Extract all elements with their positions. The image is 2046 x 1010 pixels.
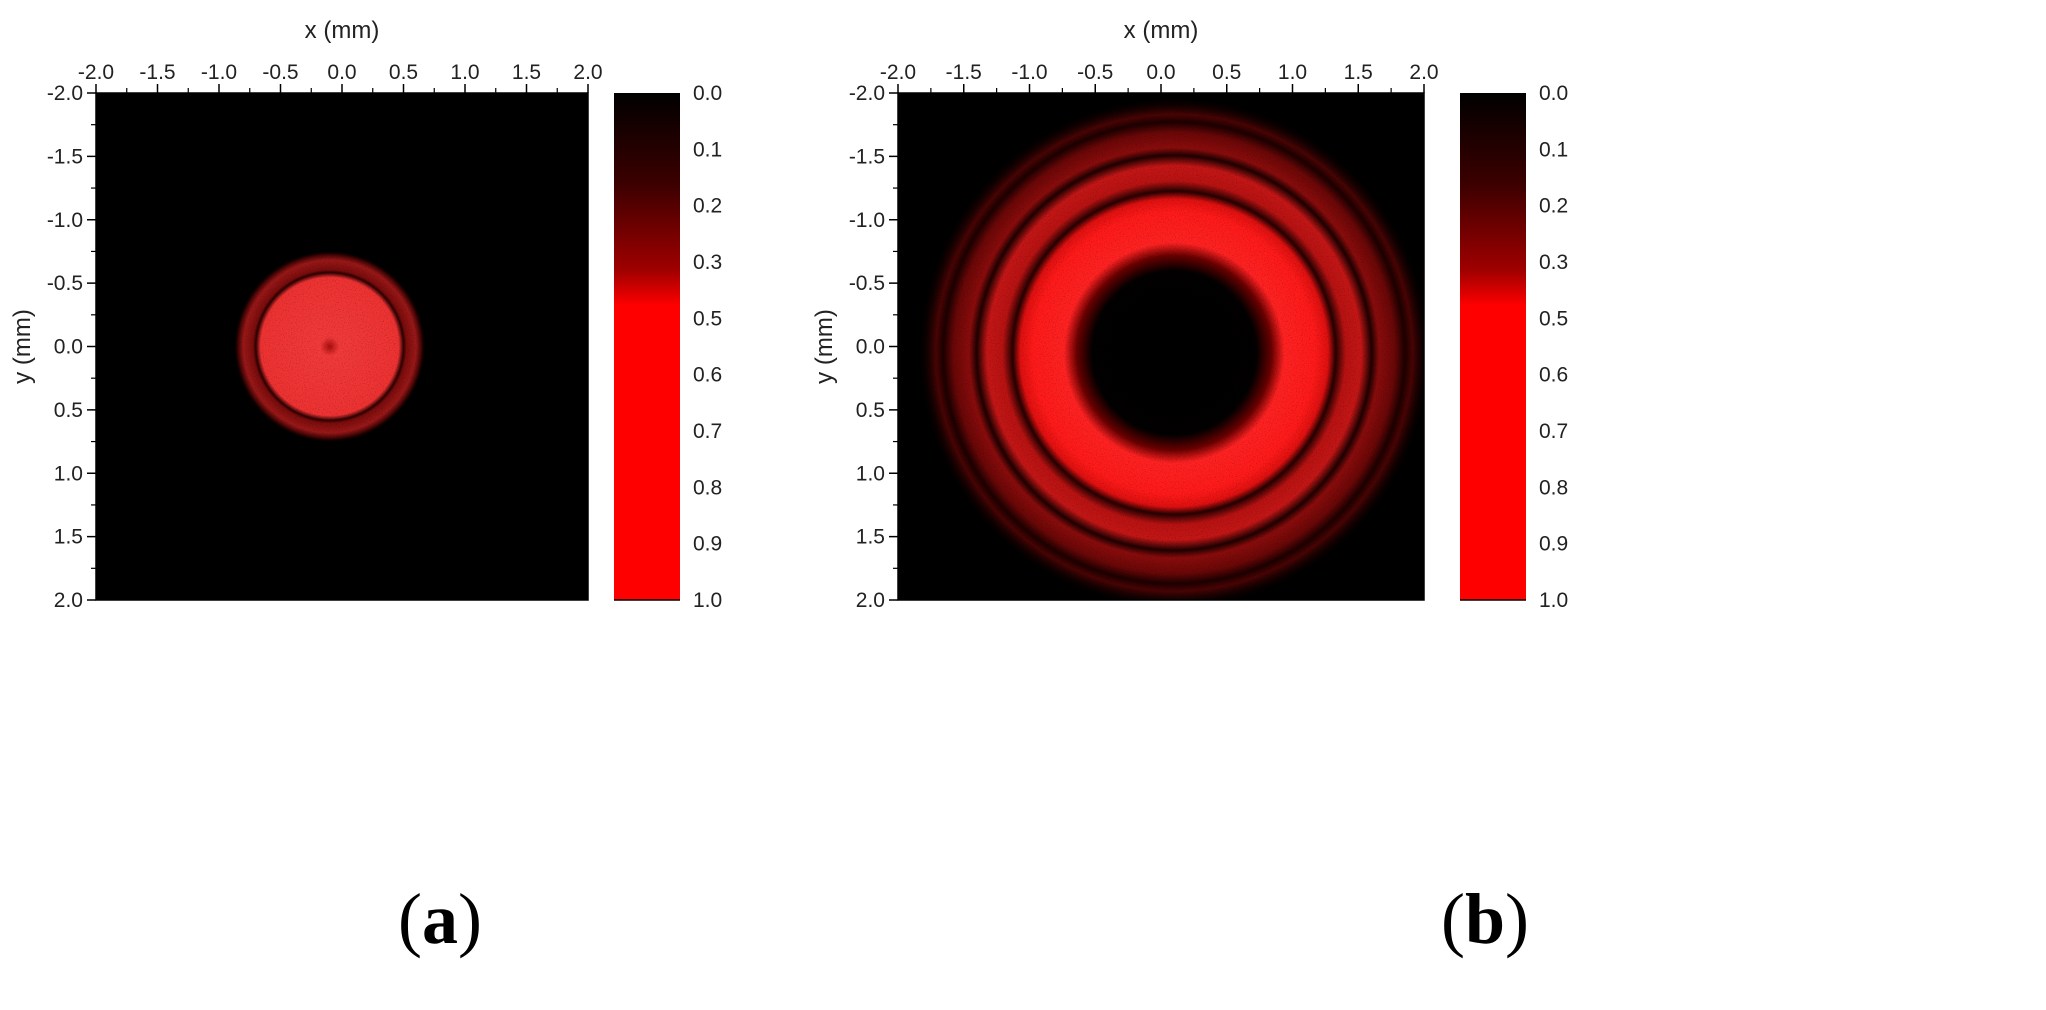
colorbar-tick-label: 0.8 — [693, 476, 722, 499]
colorbar-tick-label: 0.9 — [693, 533, 722, 556]
x-tick-label: 2.0 — [1409, 61, 1438, 84]
colorbar-tick-label: 0.3 — [1539, 251, 1568, 274]
intensity-pattern — [917, 96, 1424, 600]
x-tick-label: 0.0 — [1146, 61, 1175, 84]
x-tick-label: 2.0 — [573, 61, 602, 84]
colorbar-tick-label: 1.0 — [693, 589, 722, 612]
y-axis-title: y (mm) — [811, 309, 838, 384]
x-tick-label: 1.0 — [450, 61, 479, 84]
x-tick-label: -0.5 — [262, 61, 298, 84]
y-tick-label: 0.5 — [856, 399, 885, 422]
colorbar-tick-label: 0.5 — [1539, 307, 1568, 330]
x-tick-label: -2.0 — [880, 61, 916, 84]
colorbar-tick-label: 0.1 — [1539, 138, 1568, 161]
x-tick-label: -0.5 — [1077, 61, 1113, 84]
colorbar-tick-label: 0.5 — [693, 307, 722, 330]
y-tick-label: -0.5 — [849, 272, 885, 295]
colorbar-tick-label: 0.9 — [1539, 533, 1568, 556]
colorbar-tick-label: 0.7 — [1539, 420, 1568, 443]
y-tick-label: 2.0 — [54, 589, 83, 612]
y-tick-label: 1.5 — [54, 526, 83, 549]
y-tick-label: -2.0 — [47, 82, 83, 105]
x-tick-label: 0.5 — [1212, 61, 1241, 84]
y-axis-title: y (mm) — [9, 309, 36, 384]
colorbar-tick-label: 0.0 — [1539, 82, 1568, 105]
y-tick-label: -0.5 — [47, 272, 83, 295]
x-tick-label: 1.5 — [512, 61, 541, 84]
colorbar-tick-label: 0.0 — [693, 82, 722, 105]
x-tick-label: 1.0 — [1278, 61, 1307, 84]
colorbar-tick-label: 1.0 — [1539, 589, 1568, 612]
panel-a-letter: a — [422, 879, 458, 959]
x-axis-title: x (mm) — [305, 17, 380, 44]
colorbar-tick-label: 0.8 — [1539, 476, 1568, 499]
x-tick-label: 1.5 — [1344, 61, 1373, 84]
colorbar-tick-label: 0.6 — [693, 364, 722, 387]
y-tick-label: 0.0 — [54, 336, 83, 359]
colorbar: 0.0 0.1 0.2 0.3 0.5 0.6 0.7 0.8 0.9 1.0 — [614, 82, 722, 612]
speckle-texture — [917, 96, 1424, 600]
intensity-pattern — [233, 250, 426, 443]
panel-b-letter: b — [1464, 879, 1506, 959]
y-tick-label: 0.0 — [856, 336, 885, 359]
speckle-texture — [233, 250, 426, 443]
x-axis-title: x (mm) — [1124, 17, 1199, 44]
x-tick-label: -2.0 — [78, 61, 114, 84]
panel-a-label: (a) — [398, 879, 482, 959]
x-tick-label: -1.5 — [139, 61, 175, 84]
x-tick-label: -1.5 — [946, 61, 982, 84]
panel-a-heatmap: -2.0 -1.5 -1.0 -0.5 0.0 0.5 1.0 1.5 2.0 x (mm) -2.… — [9, 17, 722, 612]
colorbar-tick-label: 0.7 — [693, 420, 722, 443]
x-tick-label: -1.0 — [1011, 61, 1047, 84]
colorbar: 0.0 0.1 0.2 0.3 0.5 0.6 0.7 0.8 0.9 1.0 — [1460, 82, 1568, 612]
y-tick-label: -1.0 — [47, 209, 83, 232]
y-tick-label: 1.0 — [856, 462, 885, 485]
colorbar-gradient — [1460, 93, 1526, 600]
colorbar-gradient — [614, 93, 680, 600]
colorbar-tick-label: 0.2 — [693, 195, 722, 218]
colorbar-tick-label: 0.6 — [1539, 364, 1568, 387]
y-tick-label: 1.0 — [54, 462, 83, 485]
colorbar-tick-label: 0.1 — [693, 138, 722, 161]
y-tick-label: -1.5 — [47, 145, 83, 168]
colorbar-tick-label: 0.3 — [693, 251, 722, 274]
x-tick-label: 0.0 — [327, 61, 356, 84]
y-tick-label: -1.0 — [849, 209, 885, 232]
x-tick-label: -1.0 — [201, 61, 237, 84]
panel-b-label: (b) — [1440, 879, 1529, 959]
y-tick-label: -1.5 — [849, 145, 885, 168]
panel-b-heatmap: -2.0 -1.5 -1.0 -0.5 0.0 0.5 1.0 1.5 2.0 x (mm) -2.… — [811, 17, 1568, 612]
y-tick-label: 0.5 — [54, 399, 83, 422]
colorbar-tick-label: 0.2 — [1539, 195, 1568, 218]
x-tick-label: 0.5 — [389, 61, 418, 84]
y-tick-label: -2.0 — [849, 82, 885, 105]
y-tick-label: 1.5 — [856, 526, 885, 549]
y-tick-label: 2.0 — [856, 589, 885, 612]
